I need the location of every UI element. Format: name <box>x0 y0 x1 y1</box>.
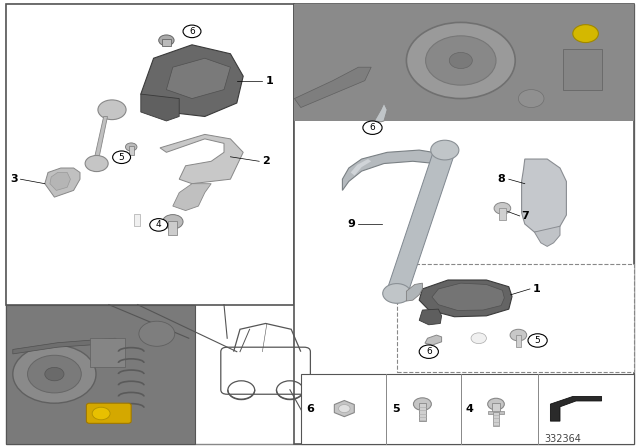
Polygon shape <box>294 67 371 108</box>
Bar <box>493 412 499 426</box>
Text: 9: 9 <box>348 219 355 229</box>
Bar <box>134 214 140 226</box>
Bar <box>90 338 125 367</box>
Circle shape <box>431 140 459 160</box>
Text: 6: 6 <box>189 27 195 36</box>
Polygon shape <box>534 226 560 246</box>
Circle shape <box>150 219 168 231</box>
Circle shape <box>383 284 411 303</box>
Polygon shape <box>387 146 454 298</box>
Circle shape <box>518 90 544 108</box>
Bar <box>488 411 504 414</box>
Text: 6: 6 <box>426 347 431 356</box>
Bar <box>397 264 634 372</box>
Polygon shape <box>522 159 566 233</box>
Polygon shape <box>419 309 442 325</box>
Circle shape <box>494 202 511 214</box>
Circle shape <box>85 155 108 172</box>
Circle shape <box>28 355 81 393</box>
Circle shape <box>406 22 515 99</box>
Circle shape <box>488 398 504 410</box>
Circle shape <box>98 100 126 120</box>
Bar <box>301 374 634 444</box>
Text: 7: 7 <box>522 211 529 221</box>
Polygon shape <box>160 134 243 184</box>
Circle shape <box>339 405 350 413</box>
Circle shape <box>125 143 137 151</box>
Bar <box>294 4 634 444</box>
Bar <box>516 335 521 347</box>
Bar <box>162 39 171 46</box>
Circle shape <box>113 151 131 164</box>
Text: 4: 4 <box>465 404 473 414</box>
Text: 5: 5 <box>119 153 124 162</box>
Bar <box>563 49 602 90</box>
Polygon shape <box>351 159 371 176</box>
Circle shape <box>139 321 175 346</box>
Text: 8: 8 <box>498 174 506 184</box>
Bar <box>294 4 634 121</box>
Polygon shape <box>550 396 602 421</box>
Polygon shape <box>50 172 70 190</box>
Circle shape <box>528 334 547 347</box>
Polygon shape <box>95 116 108 157</box>
Circle shape <box>426 36 496 85</box>
Bar <box>540 377 616 440</box>
Circle shape <box>163 215 183 229</box>
Bar <box>492 403 500 412</box>
Polygon shape <box>419 280 512 317</box>
Circle shape <box>573 25 598 43</box>
Bar <box>6 305 195 444</box>
Bar <box>6 4 294 305</box>
Circle shape <box>471 333 486 344</box>
Text: 6: 6 <box>307 404 314 414</box>
FancyBboxPatch shape <box>86 403 131 423</box>
Circle shape <box>449 52 472 69</box>
Circle shape <box>419 345 438 358</box>
Text: 6: 6 <box>370 123 375 132</box>
Polygon shape <box>432 283 504 310</box>
Polygon shape <box>173 184 211 211</box>
Polygon shape <box>141 45 243 116</box>
Text: 332364: 332364 <box>545 435 582 444</box>
Polygon shape <box>342 150 445 190</box>
Circle shape <box>92 407 110 420</box>
Bar <box>499 208 506 220</box>
Polygon shape <box>406 283 422 301</box>
Circle shape <box>45 367 64 381</box>
Polygon shape <box>334 401 355 417</box>
Text: 1: 1 <box>266 76 273 86</box>
Text: 3: 3 <box>10 174 18 184</box>
Circle shape <box>159 35 174 46</box>
Bar <box>129 146 134 155</box>
Circle shape <box>363 121 382 134</box>
Circle shape <box>183 25 201 38</box>
Polygon shape <box>45 168 80 197</box>
Polygon shape <box>141 94 179 121</box>
Text: 5: 5 <box>392 404 399 414</box>
Text: 1: 1 <box>532 284 540 294</box>
Bar <box>168 221 177 235</box>
Circle shape <box>13 345 96 403</box>
Polygon shape <box>13 338 122 354</box>
Text: 4: 4 <box>156 220 161 229</box>
Text: 5: 5 <box>535 336 540 345</box>
Circle shape <box>510 329 527 341</box>
Bar <box>419 403 426 421</box>
Polygon shape <box>166 58 230 99</box>
Text: 2: 2 <box>262 156 270 166</box>
Polygon shape <box>425 335 442 345</box>
Circle shape <box>413 398 431 410</box>
Polygon shape <box>374 103 387 122</box>
